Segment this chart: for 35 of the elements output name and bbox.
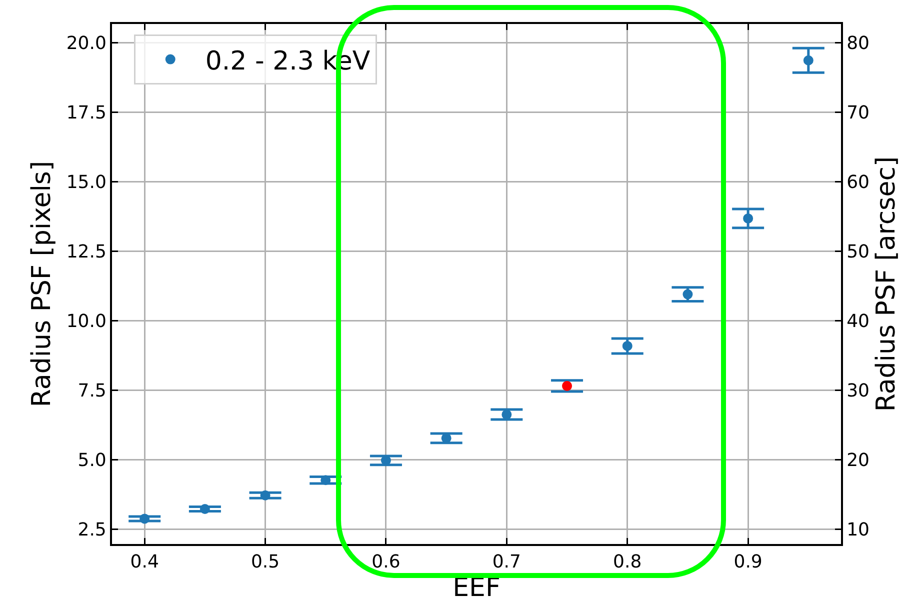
y-tick-label: 17.5: [66, 102, 106, 124]
x-tick-label: 0.4: [130, 552, 159, 573]
y-tick-label: 5.0: [78, 450, 106, 471]
y2-tick-label: 80: [846, 33, 870, 54]
x-tick-label: 0.9: [734, 552, 762, 573]
y2-tick-label: 70: [846, 102, 870, 124]
x-tick-label: 0.7: [492, 552, 521, 573]
y-tick-label: 12.5: [66, 242, 106, 263]
point: [140, 514, 150, 524]
y2-tick-label: 20: [846, 450, 870, 471]
point: [682, 289, 693, 300]
y-tick-label: 20.0: [66, 33, 106, 54]
x-tick-label: 0.6: [372, 552, 400, 573]
y2-axis-title: Radius PSF [arcsec]: [872, 156, 902, 412]
point: [441, 433, 452, 444]
y-tick-label: 7.5: [78, 380, 106, 402]
point: [622, 340, 632, 351]
point: [200, 504, 210, 514]
y-tick-label: 10.0: [66, 310, 106, 332]
y-tick-label: 15.0: [66, 172, 106, 194]
y2-tick-label: 50: [846, 242, 870, 263]
y2-tick-label: 10: [846, 519, 870, 540]
point: [562, 380, 572, 391]
point: [320, 475, 331, 486]
point: [260, 490, 270, 500]
point: [743, 213, 754, 224]
x-tick-label: 0.5: [250, 552, 280, 573]
y2-tick-label: 40: [846, 310, 870, 332]
y2-tick-label: 30: [846, 380, 870, 402]
point: [803, 55, 814, 66]
x-tick-label: 0.8: [613, 552, 642, 573]
y-tick-label: 2.5: [78, 519, 106, 540]
y-axis-title: Radius PSF [pixels]: [27, 160, 58, 408]
y2-tick-label: 60: [846, 172, 870, 194]
point: [502, 410, 512, 420]
